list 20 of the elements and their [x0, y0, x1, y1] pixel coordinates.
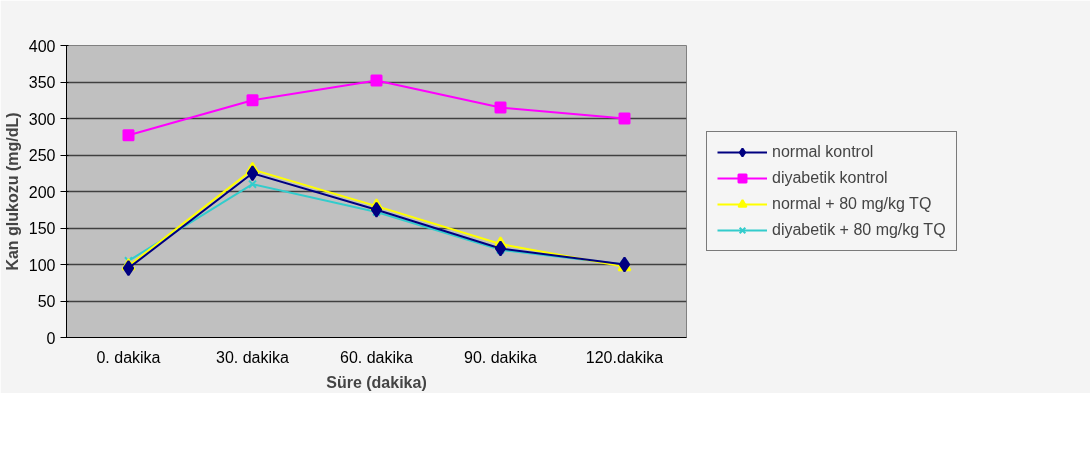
x-tick-label: 60. dakika	[340, 348, 414, 366]
legend-label: normal + 80 mg/kg TQ	[772, 195, 932, 213]
x-tick-label: 120.dakika	[585, 348, 664, 366]
y-tick-label: 0	[46, 329, 56, 347]
legend-label: normal kontrol	[772, 143, 874, 161]
y-tick-label: 300	[28, 110, 56, 128]
y-tick-label: 200	[28, 183, 56, 201]
y-tick-label: 50	[37, 293, 56, 310]
x-axis-title: Süre (dakika)	[326, 373, 427, 391]
legend-label: diyabetik + 80 mg/kg TQ	[772, 221, 946, 239]
y-tick-label: 100	[28, 256, 56, 274]
y-tick-label: 350	[28, 74, 56, 91]
y-tick-label: 400	[28, 37, 56, 55]
x-tick-label: 30. dakika	[216, 348, 290, 366]
x-tick-label: 0. dakika	[96, 348, 161, 366]
legend-label: diyabetik kontrol	[772, 169, 888, 187]
y-tick-label: 150	[28, 220, 56, 237]
y-tick-label: 250	[28, 147, 56, 164]
y-axis-title: Kan glukozu (mg/dL)	[3, 112, 21, 271]
x-tick-label: 90. dakika	[464, 348, 538, 366]
